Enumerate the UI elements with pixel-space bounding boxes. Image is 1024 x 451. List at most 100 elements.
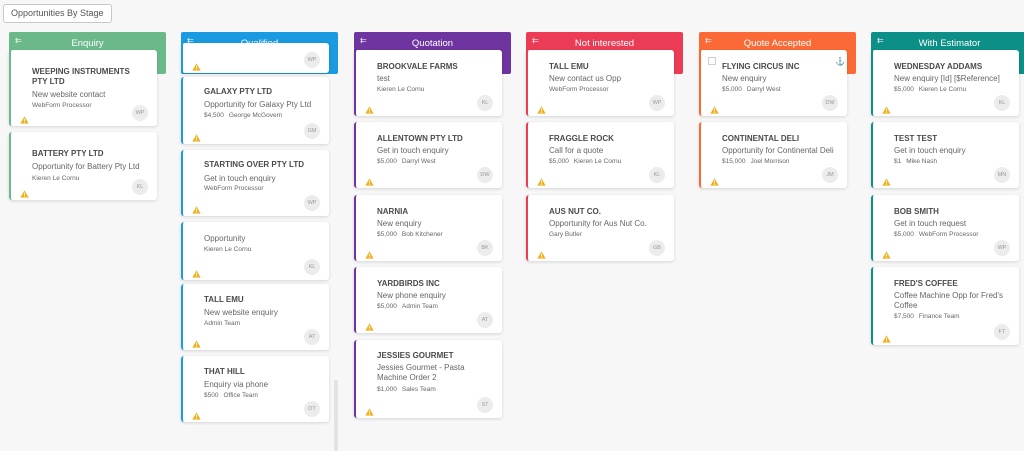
deal-description: Get in touch enquiry	[377, 146, 449, 155]
deal-card[interactable]: FRED'S COFFEE Coffee Machine Opp for Fred…	[871, 267, 1019, 345]
deal-card[interactable]: BROOKVALE FARMS test Kieren Le Cornu KL	[354, 50, 502, 116]
deal-meta: $5,000 Kieren Le Cornu	[894, 86, 999, 94]
deal-card[interactable]: YARDBIRDS INC New phone enquiry $5,000 Admi…	[354, 267, 502, 333]
avatar[interactable]: WP	[304, 52, 320, 68]
avatar[interactable]: AT	[477, 312, 493, 328]
deal-owner: Darryl West	[401, 158, 436, 165]
avatar[interactable]: KL	[132, 179, 148, 195]
column-scrollbar[interactable]	[334, 380, 338, 451]
column-title: Not interested	[574, 38, 635, 49]
deal-meta: $5,000 Darryl West	[377, 158, 482, 166]
deal-card[interactable]: FRAGGLE ROCK Call for a quote $5,000 Kieren…	[526, 122, 674, 188]
deal-card[interactable]: STARTING OVER PTY LTD Get in touch enquir…	[181, 150, 329, 216]
deal-name: AUS NUT CO.	[549, 207, 601, 216]
opportunities-by-stage-button[interactable]: Opportunities By Stage	[3, 4, 112, 23]
deal-description: New website contact	[32, 90, 106, 99]
avatar[interactable]: KL	[994, 95, 1010, 111]
warning-icon	[192, 58, 201, 71]
avatar[interactable]: AT	[304, 329, 320, 345]
collapse-icon[interactable]: ⇇	[187, 36, 194, 45]
warning-icon	[882, 173, 891, 186]
deal-amount: $4,500	[204, 112, 224, 119]
deal-card[interactable]: CONTINENTAL DELI Opportunity for Continen…	[699, 122, 847, 188]
avatar[interactable]: BK	[477, 240, 493, 256]
avatar[interactable]: GB	[649, 240, 665, 256]
deal-meta: $5,000 Bob Kitchener	[377, 231, 482, 239]
avatar[interactable]: WP	[649, 95, 665, 111]
column-not-interested: ⇇Not interested$5,000 - 3 dealsTALL EMUN…	[526, 32, 683, 451]
avatar[interactable]: DW	[822, 95, 838, 111]
deal-description: New contact us Opp	[549, 74, 622, 83]
warning-icon	[882, 246, 891, 259]
deal-description: New enquiry	[722, 74, 767, 83]
avatar[interactable]: WP	[994, 240, 1010, 256]
deal-name: STARTING OVER PTY LTD	[204, 160, 305, 169]
deal-meta: $5,000 WebForm Processor	[894, 231, 999, 239]
deal-description: Get in touch enquiry	[204, 174, 276, 183]
warning-icon	[192, 335, 201, 348]
deal-card[interactable]: WEDNESDAY ADDAMS New enquiry [Id] [$Refer…	[871, 50, 1019, 116]
deal-owner: Office Team	[223, 392, 258, 399]
deal-meta: Kieren Le Cornu	[32, 175, 137, 183]
deal-description: New phone enquiry	[377, 291, 446, 300]
collapse-icon[interactable]: ⇇	[705, 36, 712, 45]
deal-card[interactable]: NARNIA New enquiry $5,000 Bob Kitchener BK	[354, 195, 502, 261]
deal-card[interactable]: FLYING CIRCUS INC New enquiry $5,000 Darryl…	[699, 50, 847, 116]
deal-card[interactable]: BOB SMITH Get in touch request $5,000 WebFo…	[871, 195, 1019, 261]
deal-meta: WebForm Processor	[32, 102, 137, 110]
deal-description: New website enquiry	[204, 308, 278, 317]
deal-description: Call for a quote	[549, 146, 604, 155]
avatar[interactable]: JM	[822, 167, 838, 183]
deal-card[interactable]: GALAXY PTY LTD Opportunity for Galaxy Pty…	[181, 77, 329, 144]
deal-card[interactable]: THAT HILL Enquiry via phone $500 Office Tea…	[181, 356, 329, 422]
checkbox-icon[interactable]	[708, 57, 716, 65]
avatar[interactable]: DW	[477, 167, 493, 183]
column-quote-accepted: ⇇Quote Accepted$20,000 - 2 dealsFLYING C…	[699, 32, 856, 451]
deal-name: GALAXY PTY LTD	[204, 87, 273, 96]
collapse-icon[interactable]: ⇇	[360, 36, 367, 45]
avatar[interactable]: GM	[304, 123, 320, 139]
collapse-icon[interactable]: ⇇	[877, 36, 884, 45]
avatar[interactable]: ST	[477, 397, 493, 413]
deal-amount: $500	[204, 392, 219, 399]
collapse-icon[interactable]: ⇇	[532, 36, 539, 45]
deal-name: WEDNESDAY ADDAMS	[894, 62, 983, 71]
avatar[interactable]: OT	[304, 401, 320, 417]
deal-description: Jessies Gourmet - Pasta Machine Order 2	[377, 363, 465, 382]
avatar[interactable]: KL	[649, 167, 665, 183]
avatar[interactable]: FT	[994, 324, 1010, 340]
deal-meta: Kieren Le Cornu	[204, 246, 309, 254]
deal-card[interactable]: BATTERY PTY LTD Opportunity for Battery P…	[9, 132, 157, 200]
avatar[interactable]: KL	[477, 95, 493, 111]
warning-icon	[365, 173, 374, 186]
deal-description: Coffee Machine Opp for Fred's Coffee	[894, 291, 1003, 310]
warning-icon	[537, 173, 546, 186]
deal-card[interactable]: JESSIES GOURMET Jessies Gourmet - Pasta M…	[354, 340, 502, 418]
deal-owner: Bob Kitchener	[401, 231, 443, 238]
deal-card[interactable]: TALL EMU New contact us Opp WebForm Proces…	[526, 50, 674, 116]
deal-amount: $5,000	[894, 231, 914, 238]
warning-icon	[710, 173, 719, 186]
deal-meta: Kieren Le Cornu	[377, 86, 482, 94]
avatar[interactable]: WP	[132, 105, 148, 121]
avatar[interactable]: WP	[304, 195, 320, 211]
deal-description: Opportunity for Continental Deli	[722, 146, 834, 155]
deal-meta: $5,000 Kieren Le Cornu	[549, 158, 654, 166]
deal-owner: Kieren Le Cornu	[377, 86, 425, 93]
warning-icon	[365, 403, 374, 416]
deal-amount: $1,000	[377, 386, 397, 393]
deal-card[interactable]: WEEPING INSTRUMENTS PTY LTD New website c…	[9, 50, 157, 126]
warning-icon	[710, 101, 719, 114]
deal-card[interactable]: WP	[181, 43, 329, 73]
deal-name: YARDBIRDS INC	[377, 279, 440, 288]
deal-owner: Admin Team	[401, 303, 438, 310]
deal-card[interactable]: TALL EMU New website enquiry Admin Team AT	[181, 284, 329, 350]
collapse-icon[interactable]: ⇇	[15, 36, 22, 45]
avatar[interactable]: KL	[304, 259, 320, 275]
avatar[interactable]: MN	[994, 167, 1010, 183]
deal-card[interactable]: AUS NUT CO. Opportunity for Aus Nut Co. Ga…	[526, 195, 674, 261]
deal-card[interactable]: ALLENTOWN PTY LTD Get in touch enquiry $5,…	[354, 122, 502, 188]
deal-card[interactable]: Opportunity Kieren Le Cornu KL	[181, 222, 329, 280]
deal-card[interactable]: TEST TEST Get in touch enquiry $1 Mike Nash…	[871, 122, 1019, 188]
warning-icon	[537, 101, 546, 114]
